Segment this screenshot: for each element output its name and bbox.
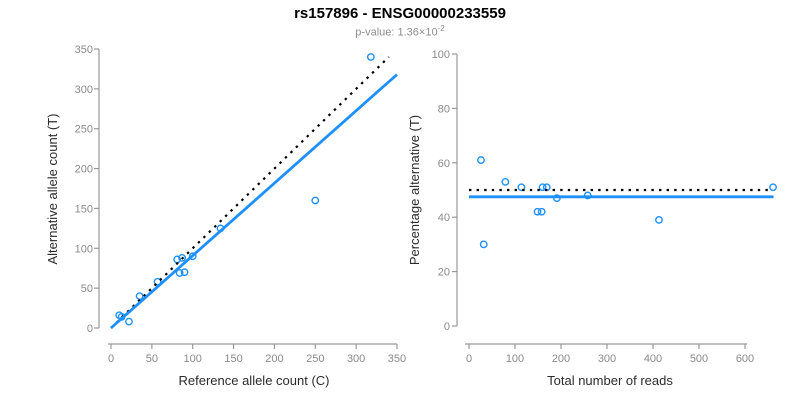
y-tick-label: 300 <box>75 84 93 96</box>
y-tick-label: 60 <box>438 158 450 170</box>
data-point <box>178 253 186 262</box>
data-point <box>135 292 144 301</box>
data-point <box>533 207 542 216</box>
x-tick-label: 200 <box>265 353 283 365</box>
pvalue-text: p-value: 1.36×10 <box>355 26 438 39</box>
x-tick-label: 400 <box>644 353 662 365</box>
y-tick-label: 40 <box>438 212 450 224</box>
x-axis-title: Reference allele count (C) <box>178 373 329 388</box>
x-tick-label: 50 <box>146 353 158 365</box>
x-tick-label: 0 <box>108 353 114 365</box>
y-tick-label: 350 <box>75 44 93 56</box>
y-tick-label: 150 <box>75 203 93 215</box>
y-tick-label: 50 <box>81 283 93 295</box>
y-tick-label: 0 <box>444 321 450 333</box>
data-point <box>517 183 526 192</box>
data-point <box>188 252 197 261</box>
data-point <box>501 177 510 186</box>
data-point <box>769 183 777 192</box>
x-tick-label: 150 <box>224 353 242 365</box>
x-axis-title: Total number of reads <box>547 373 673 388</box>
y-axis-title: Percentage alternative (T) <box>407 115 422 265</box>
x-tick-label: 250 <box>306 353 324 365</box>
y-tick-label: 0 <box>87 323 93 335</box>
y-tick-label: 20 <box>438 267 450 279</box>
x-tick-label: 300 <box>347 353 365 365</box>
data-point <box>311 196 320 205</box>
y-tick-label: 250 <box>75 124 93 136</box>
y-tick-label: 200 <box>75 164 93 176</box>
x-tick-label: 200 <box>552 353 570 365</box>
y-tick-label: 80 <box>438 103 450 115</box>
x-tick-label: 100 <box>184 353 202 365</box>
data-point <box>477 156 485 164</box>
x-tick-label: 600 <box>736 353 754 365</box>
x-tick-label: 500 <box>690 353 708 365</box>
data-point <box>538 183 547 192</box>
x-tick-label: 300 <box>598 353 616 365</box>
x-tick-label: 350 <box>388 353 406 365</box>
left-plot: 0 50 100 150 200 250 300 350 0 50 100 150 200 250 300 3… <box>45 44 406 388</box>
y-tick-label: 100 <box>432 49 450 61</box>
data-point <box>479 240 488 249</box>
x-tick-label: 0 <box>466 353 472 365</box>
data-point <box>655 216 663 224</box>
data-point <box>537 207 546 216</box>
data-point <box>366 53 375 61</box>
right-plot: 0 20 40 60 80 100 0 100 200 300 400 500 600 Total num… <box>407 49 777 388</box>
fit-line <box>110 73 398 330</box>
x-tick-label: 100 <box>506 353 524 365</box>
figure-subtitle: p-value: 1.36×10-2 <box>0 24 800 39</box>
y-tick-label: 100 <box>75 243 93 255</box>
figure-title: rs157896 - ENSG00000233559 <box>294 5 506 22</box>
y-axis-title: Alternative allele count (T) <box>45 113 60 264</box>
data-point <box>125 317 133 326</box>
data-point <box>175 269 184 277</box>
data-point <box>180 268 189 277</box>
identity-line <box>110 56 390 329</box>
pvalue-exponent: -2 <box>437 24 445 33</box>
